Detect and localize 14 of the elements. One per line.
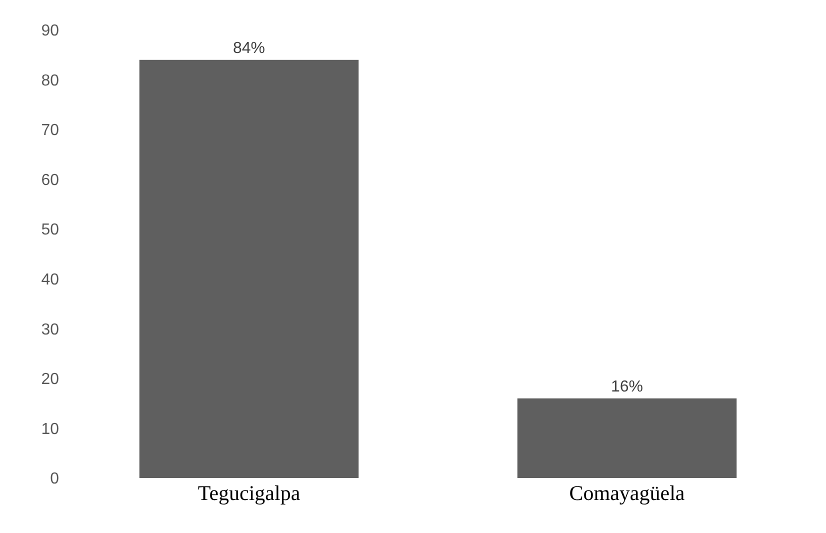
y-tick-label: 40 — [41, 271, 60, 288]
y-tick-label: 0 — [50, 470, 60, 488]
y-tick-label: 50 — [41, 222, 60, 239]
y-tick-label: 20 — [41, 371, 60, 388]
y-tick-label: 90 — [41, 22, 60, 40]
y-tick-label: 60 — [41, 172, 60, 189]
y-tick-label: 10 — [41, 420, 60, 438]
x-tick-label: Comayagüela — [569, 481, 686, 505]
y-tick-label: 80 — [41, 72, 60, 90]
data-label: 16% — [610, 378, 644, 396]
x-tick-label: Tegucigalpa — [198, 481, 301, 505]
y-tick-label: 30 — [41, 321, 60, 338]
y-tick-label: 70 — [41, 122, 60, 140]
data-label: 84% — [232, 40, 266, 57]
